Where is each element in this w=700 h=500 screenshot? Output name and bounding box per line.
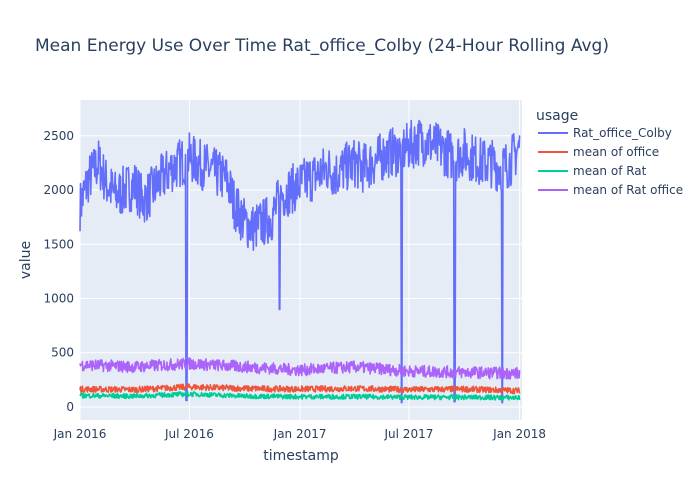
series-line [79, 390, 521, 401]
y-tick-label: 1500 [43, 237, 74, 251]
y-tick-label: 0 [66, 400, 74, 414]
legend-entry: mean of Rat [573, 164, 647, 178]
y-tick-label: 500 [51, 346, 74, 360]
x-axis-title: timestamp [263, 448, 339, 464]
x-tick-label: Jan 2017 [273, 427, 327, 441]
series-line [79, 383, 521, 395]
y-axis-title: value [18, 241, 34, 279]
series-line [79, 357, 521, 380]
x-tick-label: Jan 2018 [492, 427, 546, 441]
legend-entry: mean of office [573, 145, 659, 159]
series-lines [79, 119, 521, 404]
series-line [79, 119, 521, 404]
chart-title: Mean Energy Use Over Time Rat_office_Col… [35, 36, 609, 56]
x-tick-label: Jul 2017 [384, 427, 434, 441]
y-axis-ticks: 0 500 1000 1500 2000 2500 [43, 129, 74, 414]
legend-title: usage [536, 108, 578, 124]
legend-entry: mean of Rat office [573, 183, 683, 197]
y-tick-label: 2000 [43, 183, 74, 197]
x-axis-ticks: Jan 2016 Jul 2016 Jan 2017 Jul 2017 Jan 2018 [53, 427, 546, 441]
x-tick-label: Jul 2016 [164, 427, 214, 441]
y-tick-label: 2500 [43, 129, 74, 143]
legend-entry: Rat_office_Colby [573, 126, 672, 140]
x-tick-label: Jan 2016 [53, 427, 107, 441]
y-tick-label: 1000 [43, 292, 74, 306]
